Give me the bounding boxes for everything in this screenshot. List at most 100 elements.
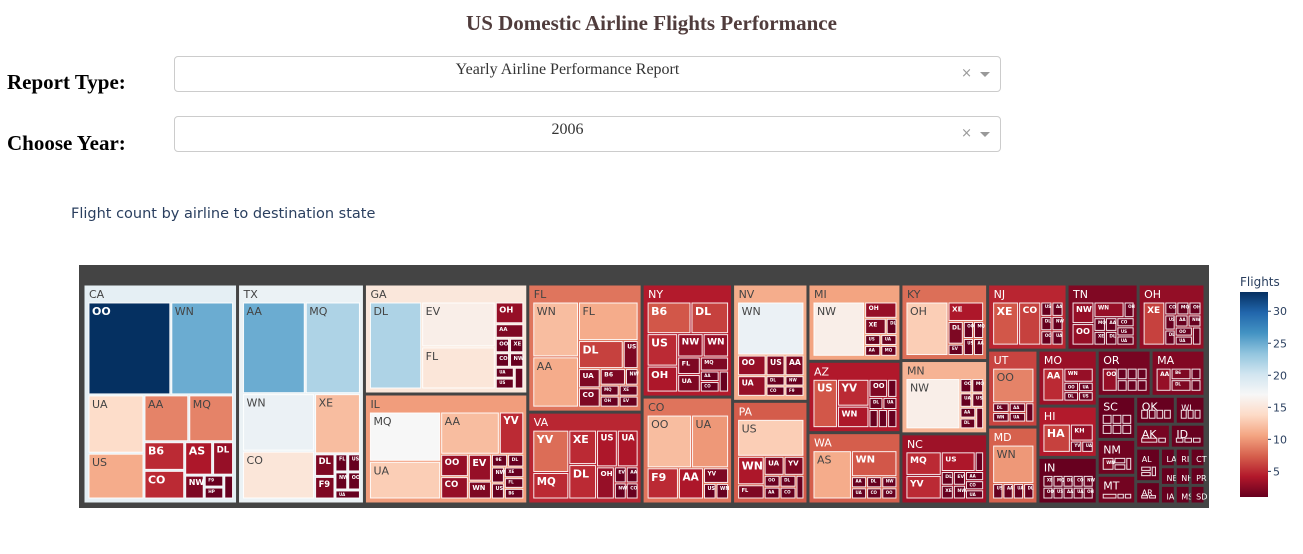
year-clear-icon[interactable]: ×: [961, 126, 972, 141]
airline-tile: [647, 334, 678, 366]
airline-tile: [1072, 302, 1094, 324]
state-tile: [1190, 485, 1205, 504]
chevron-down-icon[interactable]: [980, 72, 990, 77]
airline-tile: [1164, 409, 1171, 419]
airline-tile: [491, 467, 504, 483]
airline-tile: [1070, 441, 1082, 452]
colorbar-title: Flights: [1240, 275, 1280, 289]
airline-tile: [1043, 424, 1070, 452]
airline-tile: [144, 470, 185, 499]
airline-tile: [882, 477, 897, 488]
airline-tile: [972, 393, 984, 407]
airline-tile: [716, 483, 729, 499]
airline-tile: [1175, 327, 1192, 336]
report-type-dropdown[interactable]: Yearly Airline Performance Report ×: [174, 56, 1001, 92]
airline-tile: [1143, 302, 1165, 345]
state-tile: [1160, 448, 1175, 467]
airline-tile: [1117, 380, 1127, 391]
airline-tile: [491, 483, 504, 499]
airline-tile: [626, 483, 638, 499]
airline-tile: [647, 366, 678, 392]
airline-tile: [514, 367, 524, 389]
airline-tile: [785, 386, 804, 396]
airline-tile: [700, 357, 729, 371]
airline-tile: [764, 475, 780, 487]
airline-tile: [1073, 475, 1083, 487]
airline-tile: [1165, 330, 1175, 345]
airline-tile: [1052, 331, 1063, 345]
airline-tile: [888, 379, 897, 397]
colorbar-tick-label: 30: [1273, 305, 1287, 318]
airline-tile: [578, 388, 600, 407]
airline-tile: [1070, 424, 1093, 441]
airline-tile: [369, 461, 441, 499]
airline-tile: [948, 321, 963, 344]
airline-tile: [1026, 403, 1034, 422]
state-ri: RI: [1175, 448, 1190, 467]
airline-tile: [973, 338, 984, 356]
airline-tile: [578, 302, 638, 341]
airline-tile: [441, 454, 468, 477]
state-tile: [1136, 424, 1170, 448]
airline-tile: [619, 396, 638, 407]
airline-tile: [224, 475, 234, 499]
airline-tile: [88, 302, 171, 395]
airline-tile: [1063, 487, 1073, 499]
year-dropdown[interactable]: 2006 ×: [174, 116, 1001, 152]
airline-tile: [348, 454, 360, 472]
airline-tile: [960, 418, 976, 429]
airline-tile: [881, 335, 897, 345]
airline-tile: [508, 454, 524, 467]
airline-tile: [243, 394, 315, 451]
airline-tile: [1083, 475, 1093, 487]
colorbar: [1240, 292, 1268, 497]
airline-tile: [491, 454, 508, 467]
airline-tile: [1094, 302, 1124, 318]
airline-tile: [88, 395, 144, 453]
airline-tile: [1127, 380, 1137, 391]
airline-tile: [315, 454, 335, 476]
airline-tile: [1149, 495, 1156, 499]
airline-tile: [906, 302, 948, 356]
airline-tile: [973, 321, 984, 338]
airline-tile: [678, 334, 703, 357]
airline-tile: [1041, 331, 1052, 345]
airline-tile: [941, 485, 953, 499]
airline-tile: [1052, 302, 1063, 316]
airline-tile: [766, 386, 785, 396]
airline-tile: [1064, 382, 1079, 392]
airline-tile: [960, 393, 972, 407]
airline-tile: [960, 379, 972, 393]
airline-tile: [1137, 380, 1147, 391]
airline-tile: [965, 490, 984, 499]
airline-tile: [305, 302, 360, 394]
airline-tile: [1072, 324, 1094, 345]
airline-tile: [993, 412, 1009, 422]
airline-tile: [993, 302, 1019, 345]
airline-tile: [569, 465, 597, 499]
state-tile: [1136, 482, 1160, 504]
airline-tile: [1094, 318, 1105, 331]
airline-tile: [441, 477, 468, 499]
airline-tile: [851, 477, 867, 488]
airline-tile: [1194, 409, 1201, 419]
report-type-clear-icon[interactable]: ×: [961, 66, 972, 81]
airline-tile: [647, 415, 692, 468]
airline-tile: [700, 371, 719, 382]
airline-tile: [1117, 318, 1134, 327]
colorbar-tick-label: 15: [1273, 401, 1287, 414]
airline-tile: [600, 396, 619, 407]
airline-tile: [597, 430, 617, 467]
airline-tile: [1180, 409, 1187, 419]
airline-tile: [510, 338, 524, 353]
airline-tile: [1102, 368, 1117, 391]
report-type-label: Report Type:: [7, 70, 126, 94]
state-ok: OK: [1136, 396, 1175, 424]
chevron-down-icon[interactable]: [980, 132, 990, 137]
